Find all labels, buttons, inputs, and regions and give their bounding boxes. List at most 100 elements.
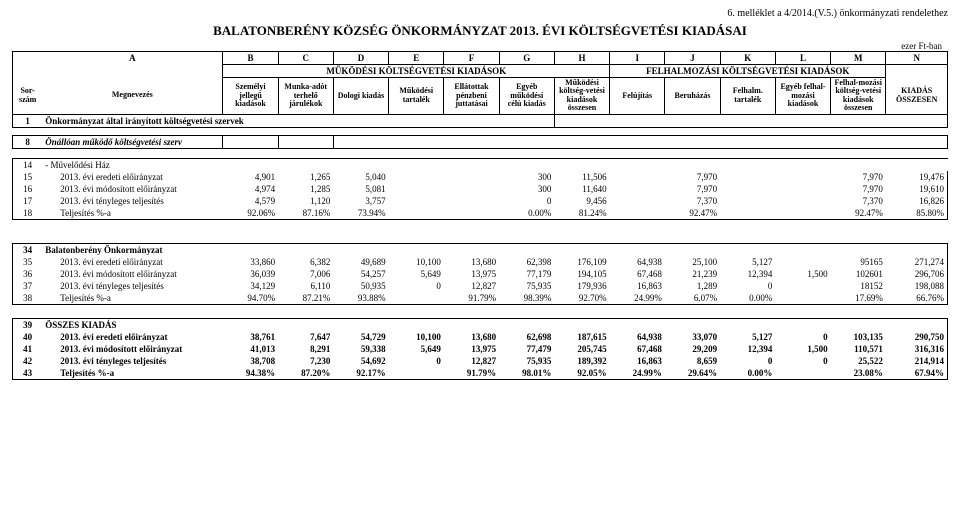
cell: 7,970	[665, 171, 720, 183]
blank	[499, 135, 554, 148]
cell: 6.07%	[665, 292, 720, 305]
cell: 1,285	[278, 183, 333, 195]
cell: 81.24%	[554, 207, 609, 220]
cell: 54,729	[333, 331, 388, 343]
cell: 29,209	[665, 343, 720, 355]
cell: 93.88%	[333, 292, 388, 305]
table-row: 41 2013. évi módosított előirányzat 41,0…	[13, 343, 948, 355]
cell: 91.79%	[444, 292, 499, 305]
cell: 300	[499, 183, 554, 195]
cell: 0.00%	[720, 367, 775, 380]
cell: 13,680	[444, 331, 499, 343]
table-row: 40 2013. évi eredeti előirányzat 38,761 …	[13, 331, 948, 343]
head-m: Felhal-mozási költség-vetési kiadások ös…	[831, 78, 886, 115]
head-k: Felhalm. tartalék	[720, 78, 775, 115]
cell: 67,468	[610, 343, 665, 355]
cell: 7,230	[278, 355, 333, 367]
cell: 95165	[831, 256, 886, 268]
cell: 16,826	[886, 195, 948, 207]
r16-no: 16	[13, 183, 43, 195]
blank	[720, 135, 775, 148]
table-row: 16 2013. évi módosított előirányzat 4,97…	[13, 183, 948, 195]
cell: 300	[499, 171, 554, 183]
col-H: H	[554, 52, 609, 65]
table-row: 38 Teljesítés %-a 94.70% 87.21% 93.88% 9…	[13, 292, 948, 305]
cell: 0	[720, 280, 775, 292]
cell	[775, 207, 830, 220]
cell: 85.80%	[886, 207, 948, 220]
blank	[13, 65, 43, 78]
decree-ref: 6. melléklet a 4/2014.(V.5.) önkormányza…	[12, 8, 948, 19]
row1-label: Önkormányzat által irányított költségvet…	[42, 114, 554, 127]
cell: 0	[389, 355, 444, 367]
blank	[665, 114, 720, 127]
blank	[389, 135, 444, 148]
r35-no: 35	[13, 256, 43, 268]
head-g: Egyéb működési célú kiadás	[499, 78, 554, 115]
cell: 1,265	[278, 171, 333, 183]
cell: 12,394	[720, 343, 775, 355]
cell: 13,975	[444, 268, 499, 280]
cell: 198,088	[886, 280, 948, 292]
cell: 41,013	[223, 343, 278, 355]
cell: 21,239	[665, 268, 720, 280]
table-row: 39 ÖSSZES KIADÁS	[13, 318, 948, 331]
cell: 0	[389, 280, 444, 292]
cell	[720, 207, 775, 220]
blank	[223, 318, 886, 331]
cell: 91.79%	[444, 367, 499, 380]
cell	[610, 207, 665, 220]
spacer	[13, 127, 948, 135]
cell	[389, 171, 444, 183]
cell: 0	[775, 331, 830, 343]
cell: 33,860	[223, 256, 278, 268]
cell: 0	[499, 195, 554, 207]
cell: 0	[775, 355, 830, 367]
col-E: E	[389, 52, 444, 65]
cell: 0	[720, 355, 775, 367]
cell: 7,006	[278, 268, 333, 280]
cell: 0.00%	[499, 207, 554, 220]
head-megnevezes: Megnevezés	[42, 78, 223, 115]
cell: 34,129	[223, 280, 278, 292]
cell: 77,479	[499, 343, 554, 355]
blank	[42, 65, 223, 78]
r40-no: 40	[13, 331, 43, 343]
r18-label: Teljesítés %-a	[42, 207, 223, 220]
table-row: 15 2013. évi eredeti előirányzat 4,901 1…	[13, 171, 948, 183]
r15-label: 2013. évi eredeti előirányzat	[42, 171, 223, 183]
cell: 6,382	[278, 256, 333, 268]
page-title: BALATONBERÉNY KÖZSÉG ÖNKORMÁNYZAT 2013. …	[12, 23, 948, 39]
spacer	[13, 219, 948, 243]
blank	[886, 114, 948, 127]
cell: 92.05%	[554, 367, 609, 380]
cell	[720, 183, 775, 195]
cell: 92.47%	[831, 207, 886, 220]
cell	[775, 367, 830, 380]
r34-no: 34	[13, 243, 43, 256]
r17-no: 17	[13, 195, 43, 207]
cell: 59,338	[333, 343, 388, 355]
cell: 4,901	[223, 171, 278, 183]
cell: 54,257	[333, 268, 388, 280]
col-F: F	[444, 52, 499, 65]
cell	[389, 292, 444, 305]
head-i: Felújítás	[610, 78, 665, 115]
cell: 4,974	[223, 183, 278, 195]
blank	[554, 135, 609, 148]
cell: 1,120	[278, 195, 333, 207]
cell: 19,476	[886, 171, 948, 183]
blank	[831, 135, 886, 148]
cell: 187,615	[554, 331, 609, 343]
table-row: 43 Teljesítés %-a 94.38% 87.20% 92.17% 9…	[13, 367, 948, 380]
cell: 49,689	[333, 256, 388, 268]
cell: 7,970	[831, 171, 886, 183]
blank	[886, 243, 948, 256]
head-f: Ellátottak pénzbeni juttatásai	[444, 78, 499, 115]
cell: 11,506	[554, 171, 609, 183]
cell: 64,938	[610, 256, 665, 268]
blank	[720, 114, 775, 127]
blank	[665, 135, 720, 148]
blank	[223, 158, 948, 171]
cell: 1,500	[775, 343, 830, 355]
